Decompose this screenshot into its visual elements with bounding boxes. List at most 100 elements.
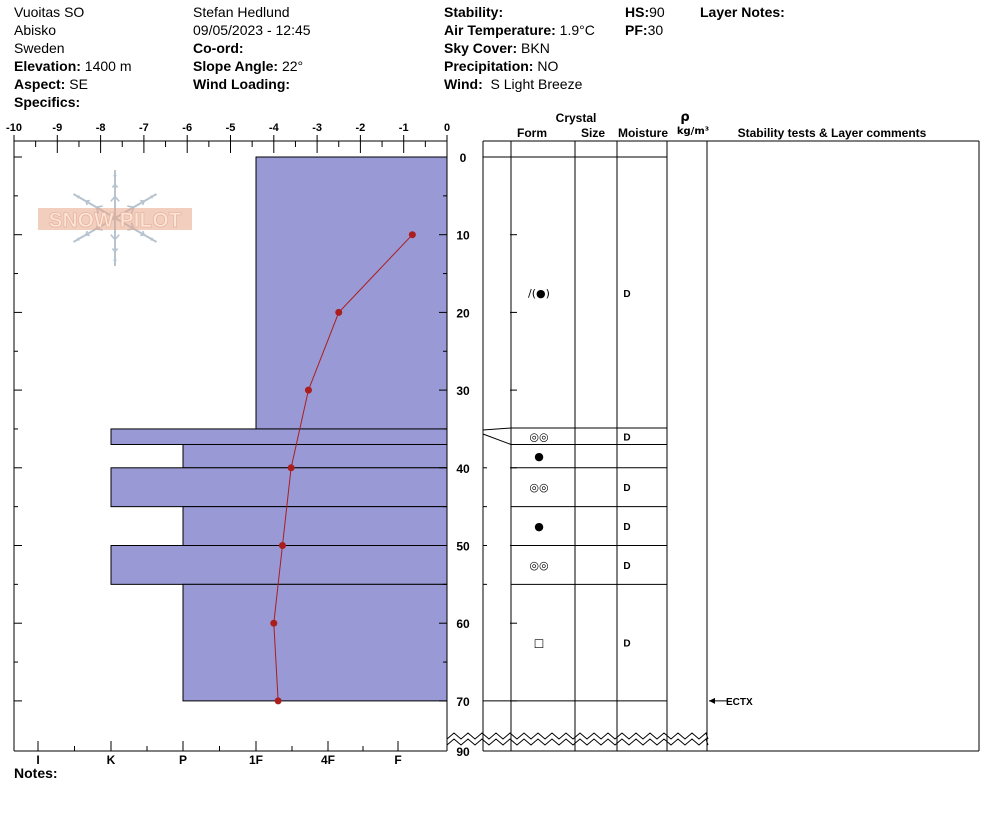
crystal-header: Crystal: [556, 111, 597, 125]
snowflake-branch: [85, 230, 89, 236]
moisture-value-4: D: [623, 522, 630, 533]
temperature-point: [274, 697, 282, 705]
crystal-form-3: ◎◎: [529, 481, 548, 494]
hardness-tick-label: F: [394, 753, 401, 767]
comments-header: Stability tests & Layer comments: [738, 126, 927, 140]
temperature-point: [304, 386, 312, 394]
hardness-bar-1: [110, 428, 448, 445]
temperature-point: [335, 308, 343, 316]
snowflake-branch: [127, 205, 134, 208]
temp-tick-label: -1: [399, 122, 409, 134]
temp-tick-label: -4: [269, 122, 280, 134]
notes-label: Notes:: [14, 765, 58, 781]
form-header: Form: [517, 126, 547, 140]
observation-datetime: 09/05/2023 - 12:45: [193, 22, 311, 38]
hardness-tick-label: 4F: [321, 753, 335, 767]
temperature-point: [408, 231, 416, 239]
snowflake-branch: [150, 196, 154, 199]
hardness-layers: [110, 156, 448, 702]
depth-tick-label: 70: [456, 695, 470, 709]
logo-text: SNOW PILOT: [49, 209, 182, 232]
sky-cover: Sky Cover: BKN: [444, 40, 550, 56]
header-observer: Stefan Hedlund 09/05/2023 - 12:45 Co-ord…: [193, 3, 311, 93]
snowflake-branch: [85, 199, 90, 202]
density-unit: kg/m³: [677, 126, 709, 137]
site-country: Sweden: [14, 40, 65, 56]
temp-tick-label: -5: [226, 122, 236, 134]
stability-arrow-head: [709, 697, 715, 704]
size-header: Size: [581, 126, 605, 140]
depth-break-zigzag: [446, 732, 709, 740]
crystal-form-1: ◎◎: [529, 431, 548, 444]
slope-angle: Slope Angle: 22°: [193, 58, 304, 74]
site-name: Vuoitas SO: [14, 4, 85, 20]
observer-name: Stefan Hedlund: [193, 4, 290, 20]
density-symbol: ρ: [680, 110, 689, 125]
crystal-form-2: ●: [534, 450, 544, 463]
snowflake-branch: [141, 200, 145, 206]
temp-tick-label: -7: [139, 122, 149, 134]
crystal-form-5: ◎◎: [529, 559, 548, 572]
hardness-tick-label: K: [107, 753, 116, 767]
temperature-point: [287, 464, 295, 472]
depth-tick-label: 90: [456, 745, 470, 759]
header-site: Vuoitas SO Abisko Sweden Elevation: 1400…: [14, 3, 132, 111]
snowflake-branch: [111, 248, 116, 253]
wind-loading: Wind Loading:: [193, 76, 291, 92]
snowflake-branch: [114, 183, 119, 188]
temp-tick-label: -2: [356, 122, 366, 134]
layer-connector: [482, 427, 512, 431]
penetration-foot: PF:30: [625, 22, 664, 38]
temp-tick-label: -9: [52, 122, 62, 134]
elevation: Elevation: 1400 m: [14, 58, 132, 74]
height-of-snow: HS:90: [625, 4, 665, 20]
specifics: Specifics:: [14, 94, 81, 110]
snowflake-branch: [114, 174, 117, 177]
temperature-point: [278, 542, 286, 549]
moisture-value-1: D: [623, 433, 630, 444]
precipitation: Precipitation: NO: [444, 58, 559, 74]
hardness-bar-3: [110, 467, 448, 508]
depth-tick-label: 20: [456, 306, 470, 320]
hardness-tick-label: I: [36, 753, 39, 767]
snowflake-branch: [114, 234, 120, 241]
depth-tick-label: 30: [456, 384, 470, 398]
depth-tick-label: 10: [456, 229, 470, 243]
layer-connector: [482, 433, 512, 445]
moisture-value-3: D: [623, 483, 630, 494]
hardness-tick-label: 1F: [249, 753, 263, 767]
snowflake-branch: [76, 237, 80, 240]
site-area: Abisko: [14, 22, 57, 38]
air-temperature: Air Temperature: 1.9°C: [444, 22, 595, 38]
snowflake-branch: [114, 195, 120, 202]
depth-tick-label: 0: [460, 151, 467, 165]
snowflake-branch: [110, 234, 116, 241]
hardness-bar-2: [182, 443, 448, 469]
temp-tick-label: -10: [6, 122, 22, 134]
crystal-form-4: ●: [534, 520, 544, 533]
snowflake-branch: [110, 195, 116, 202]
hardness-bar-4: [182, 506, 448, 546]
temp-tick-label: -8: [96, 122, 106, 134]
moisture-value-0: D: [623, 289, 630, 300]
layer-notes: Layer Notes:: [700, 4, 785, 20]
chart-frame: [13, 140, 448, 752]
header-depths: HS:90 PF:30: [625, 3, 665, 39]
moisture-value-5: D: [623, 561, 630, 572]
crystal-form-0: /(●): [528, 287, 550, 300]
stability-test-label: ECTX: [726, 697, 753, 708]
stability: Stability:: [444, 4, 504, 20]
depth-tick-label: 40: [456, 462, 470, 476]
snowflake-branch: [113, 259, 116, 262]
moisture-header: Moisture: [618, 126, 668, 140]
snowflake-branch: [96, 205, 103, 208]
wind: Wind: S Light Breeze: [444, 76, 583, 92]
depth-break-zigzag: [446, 738, 709, 746]
crystal-form-6: □: [534, 637, 544, 650]
hardness-bar-0: [255, 156, 448, 430]
axis-ticks: -10 -9 -8 -7 -6 -5 -4 -3 -2 -1 001020304050607090I…: [6, 122, 470, 767]
snowflake-branch: [140, 234, 145, 237]
moisture-value-6: D: [623, 639, 630, 650]
hardness-tick-label: P: [179, 753, 187, 767]
